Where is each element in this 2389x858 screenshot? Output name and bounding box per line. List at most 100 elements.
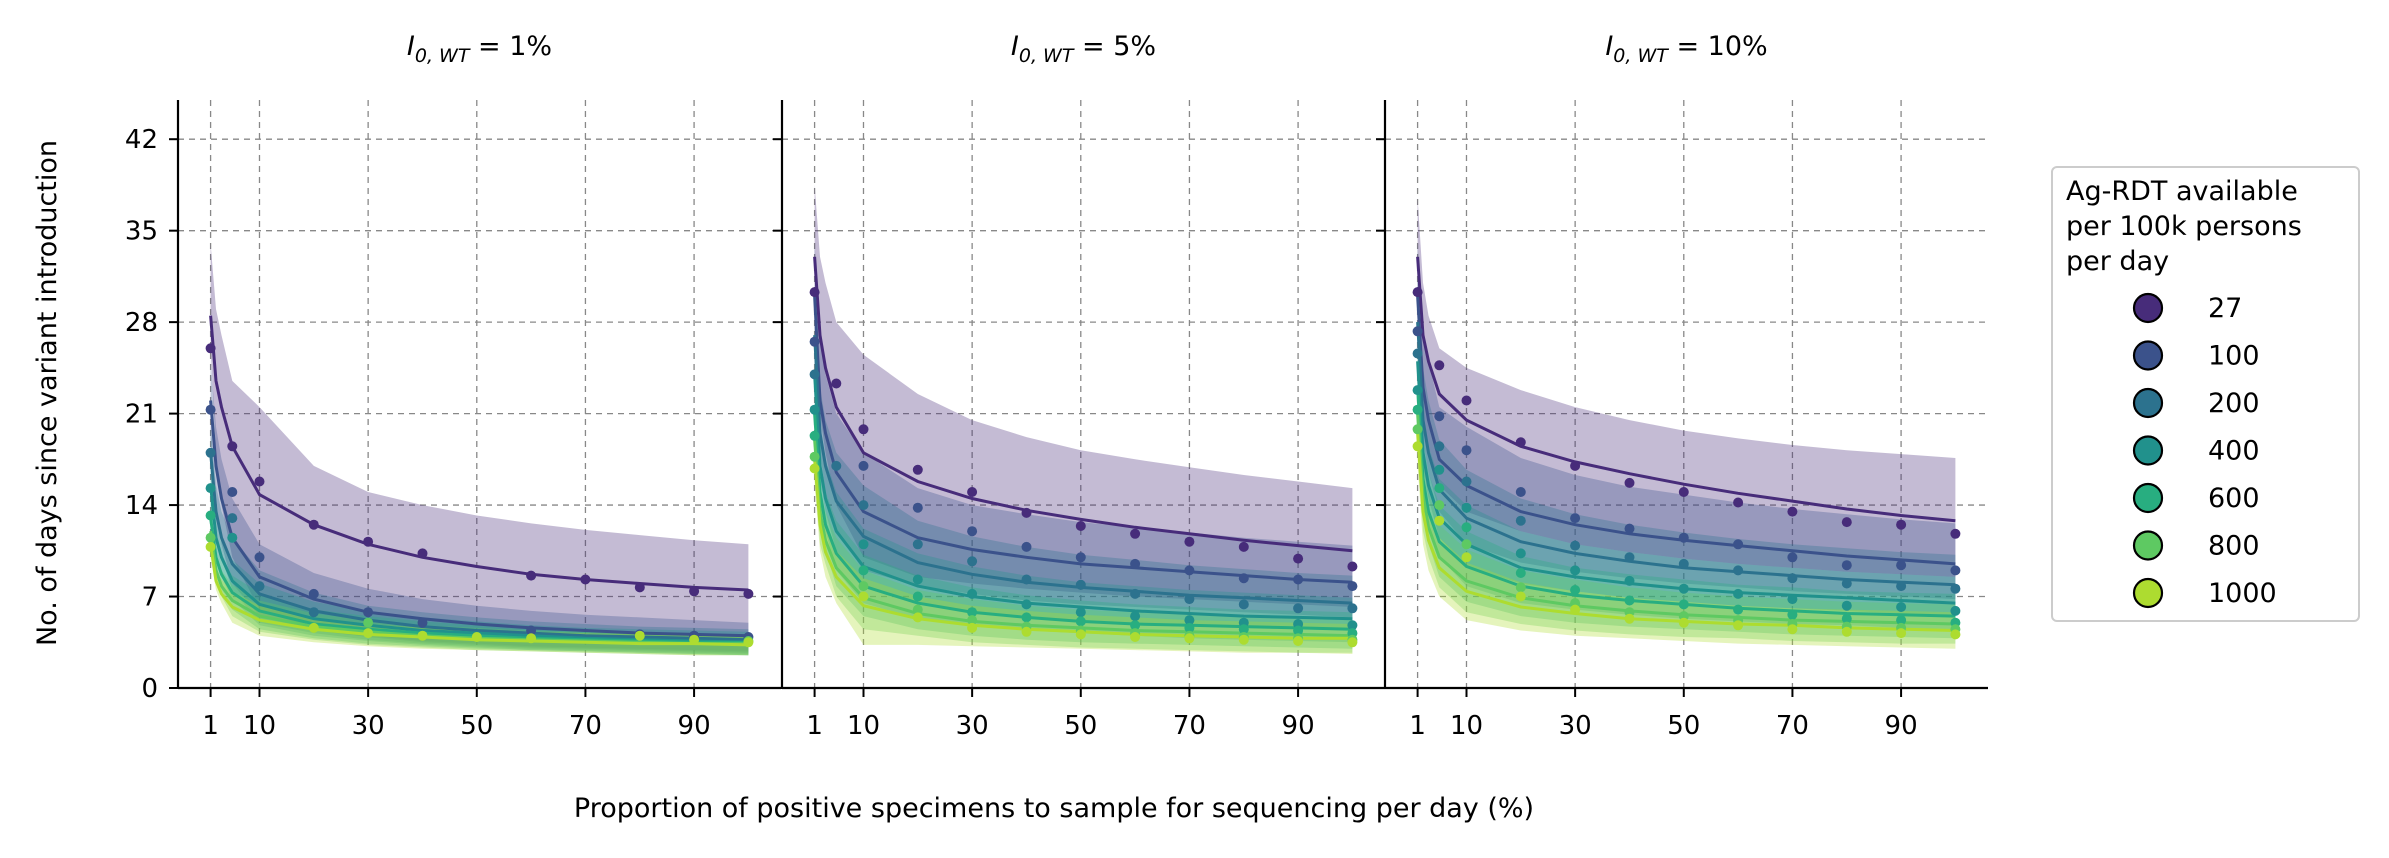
legend-box [2051,166,2360,622]
uncertainty-band [1417,380,1956,644]
data-point [1787,609,1798,620]
data-point [1896,581,1907,592]
series-line [1416,361,1956,605]
data-point [1021,612,1032,623]
panel-title: I0, WT = 10% [1605,31,1767,67]
x-tick-label: 1 [1409,711,1426,741]
data-point [526,570,537,581]
data-point [308,622,319,633]
data-point [1950,605,1961,616]
series-line [209,452,749,642]
uncertainty-band [1417,243,1956,600]
data-point [1293,603,1304,614]
data-point [1293,636,1304,646]
data-point [1461,395,1472,406]
data-point [1021,626,1032,637]
data-point [1570,540,1581,551]
data-point [1075,616,1086,627]
uncertainty-band [1417,322,1956,630]
data-point [205,541,216,552]
series-line [1416,322,1956,587]
data-point [967,607,978,618]
data-point [1184,536,1195,547]
data-point [1515,568,1526,578]
legend-label: 600 [2208,483,2260,514]
data-point [1570,513,1581,524]
panel-title-symbol: I [1011,31,1019,62]
series-line [1416,387,1956,618]
legend-marker [2132,530,2164,561]
x-tick-label: 50 [1064,711,1097,741]
data-point [689,586,700,597]
data-point [1461,445,1472,456]
data-point [743,637,754,648]
panel-1: 1 10 30 50 70 90 0 7 14 21 28 35 42 I0, WT = 1% [125,31,781,741]
data-point [1515,582,1526,593]
data-point [1896,602,1907,612]
data-point [1238,573,1249,584]
data-point [1787,552,1798,563]
data-point [912,612,923,623]
data-point [912,604,923,615]
data-point [967,615,978,626]
data-point [1412,326,1423,337]
data-point [1347,637,1358,648]
data-point [1130,611,1141,622]
data-point [1787,594,1798,605]
data-point [1733,565,1744,576]
panel-title: I0, WT = 5% [1011,31,1156,67]
x-tick-label: 90 [678,711,711,741]
data-point [1130,632,1141,642]
data-point [1293,625,1304,636]
data-point [227,487,238,497]
data-point [831,378,842,389]
uncertainty-band [814,184,1353,607]
data-point [1075,579,1086,590]
legend-marker [2132,577,2164,609]
data-point [471,632,482,642]
data-point [1950,528,1961,539]
x-tick-label: 30 [1559,711,1592,741]
data-point [1238,541,1249,552]
data-point [205,483,216,494]
y-tick-label: 14 [125,491,158,521]
data-point [1896,628,1907,639]
data-point [1733,604,1744,615]
data-point [809,451,820,462]
data-point [308,607,319,618]
data-point [1075,629,1086,640]
data-point [1130,528,1141,539]
data-point [1238,599,1249,610]
data-point [634,582,645,593]
data-point [1950,565,1961,576]
data-point [912,591,923,602]
panel-title-value: = 5% [1073,31,1156,62]
data-point [1515,548,1526,559]
data-point [1733,497,1744,508]
data-point [1461,552,1472,563]
uncertainty-band [210,531,749,656]
data-point [1347,581,1358,592]
legend-label: 1000 [2208,578,2277,609]
series-line [813,439,1353,638]
data-point [912,539,923,550]
data-point [1787,506,1798,517]
data-point [1075,607,1086,618]
data-point [809,369,820,380]
data-point [1293,574,1304,585]
data-point [1434,464,1445,475]
data-point [1130,558,1141,569]
data-point [1130,620,1141,631]
data-point [1347,603,1358,614]
data-point [1434,360,1445,371]
data-point [809,404,820,415]
x-tick-label: 70 [1776,711,1809,741]
data-point [1412,385,1423,396]
series-line [1416,295,1956,566]
legend-label: 800 [2208,531,2260,562]
data-point [1624,575,1635,586]
data-point [858,539,869,550]
data-point [967,526,978,537]
data-point [363,617,374,628]
